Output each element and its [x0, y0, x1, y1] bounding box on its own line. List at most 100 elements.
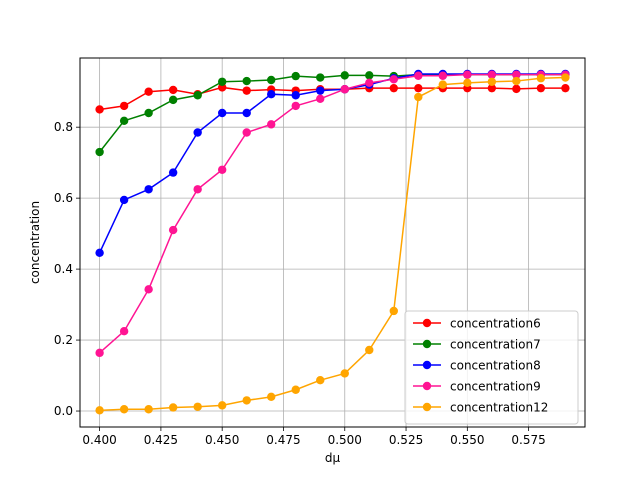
data-point: [168, 403, 178, 412]
data-point: [242, 108, 251, 118]
data-point: [95, 248, 104, 257]
data-point: [168, 225, 178, 235]
legend-label: concentration8: [450, 359, 541, 373]
data-point: [365, 78, 374, 88]
legend-label: concentration6: [450, 317, 541, 331]
data-point: [144, 108, 153, 118]
data-point: [168, 168, 178, 177]
legend-marker: [422, 402, 432, 412]
series-concentration12: [95, 73, 570, 415]
legend-box: [404, 310, 579, 425]
data-point: [389, 75, 398, 84]
x-tick-label: 0.400: [82, 433, 116, 447]
data-point: [316, 86, 325, 95]
data-point: [512, 84, 521, 94]
data-point: [119, 116, 129, 126]
y-axis-label: concentration: [28, 201, 42, 284]
data-point: [193, 91, 202, 100]
data-point: [119, 405, 129, 414]
data-point: [95, 147, 104, 157]
data-point: [561, 73, 570, 82]
series-concentration9: [95, 70, 570, 358]
legend-item: concentration9: [413, 380, 541, 394]
data-point: [291, 385, 300, 394]
y-tick-label: 0.4: [54, 262, 73, 276]
legend-item: concentration7: [413, 338, 541, 352]
data-point: [340, 85, 349, 94]
data-point: [561, 83, 570, 93]
y-tick-label: 0.6: [54, 191, 73, 205]
legend-label: concentration9: [450, 380, 541, 394]
data-point: [267, 120, 276, 129]
data-point: [316, 94, 325, 104]
data-point: [193, 185, 202, 194]
data-point: [414, 71, 423, 80]
series-layer: [95, 69, 570, 415]
x-tick-label: 0.475: [266, 433, 300, 447]
legend-item: concentration6: [413, 317, 541, 331]
data-point: [512, 76, 521, 86]
x-axis-label: dμ: [325, 451, 341, 465]
data-point: [487, 83, 497, 93]
data-point: [119, 101, 129, 111]
data-point: [316, 73, 325, 82]
data-point: [242, 396, 251, 405]
x-tick-label: 0.525: [389, 433, 423, 447]
data-point: [463, 70, 472, 79]
data-point: [340, 71, 349, 80]
data-point: [193, 128, 202, 137]
legend-label: concentration12: [450, 401, 548, 415]
data-point: [438, 71, 448, 80]
data-point: [267, 392, 276, 402]
data-point: [144, 185, 153, 194]
data-point: [168, 95, 178, 105]
legend-item: concentration8: [413, 359, 541, 373]
x-tick-label: 0.575: [511, 433, 545, 447]
data-point: [144, 405, 153, 414]
data-point: [414, 83, 423, 93]
data-point: [119, 195, 129, 205]
legend-marker: [422, 381, 432, 391]
data-point: [242, 128, 251, 137]
data-point: [291, 101, 300, 111]
data-point: [267, 75, 276, 85]
data-point: [95, 348, 104, 358]
data-point: [119, 327, 129, 336]
data-point: [242, 76, 251, 86]
x-tick-label: 0.450: [205, 433, 239, 447]
data-point: [365, 71, 374, 80]
legend-marker: [422, 318, 432, 328]
axis-ticks: 0.400 0.425 0.450 0.475 0.500 0.525 0.550 0.575…: [54, 120, 546, 447]
data-point: [95, 406, 104, 415]
data-point: [217, 108, 227, 118]
data-point: [487, 70, 497, 79]
x-tick-label: 0.500: [328, 433, 362, 447]
data-point: [217, 401, 227, 410]
data-point: [193, 402, 202, 411]
data-point: [217, 165, 227, 174]
data-point: [291, 91, 300, 100]
data-point: [242, 86, 251, 95]
data-point: [389, 83, 398, 93]
legend-item: concentration12: [413, 401, 548, 415]
data-point: [217, 77, 227, 86]
legend-label: concentration7: [450, 338, 541, 352]
x-tick-label: 0.550: [450, 433, 484, 447]
data-point: [463, 78, 472, 88]
data-point: [340, 369, 349, 378]
data-point: [536, 83, 546, 93]
data-point: [389, 306, 398, 316]
data-point: [316, 375, 325, 385]
data-point: [487, 77, 497, 86]
data-point: [536, 74, 546, 83]
data-point: [414, 92, 423, 102]
plot-frame: [79, 57, 586, 428]
data-point: [365, 345, 374, 355]
data-point: [144, 285, 153, 294]
data-point: [95, 105, 104, 114]
y-tick-label: 0.8: [54, 120, 73, 134]
x-tick-label: 0.425: [144, 433, 178, 447]
legend-marker: [422, 360, 432, 370]
y-tick-label: 0.0: [54, 404, 73, 418]
